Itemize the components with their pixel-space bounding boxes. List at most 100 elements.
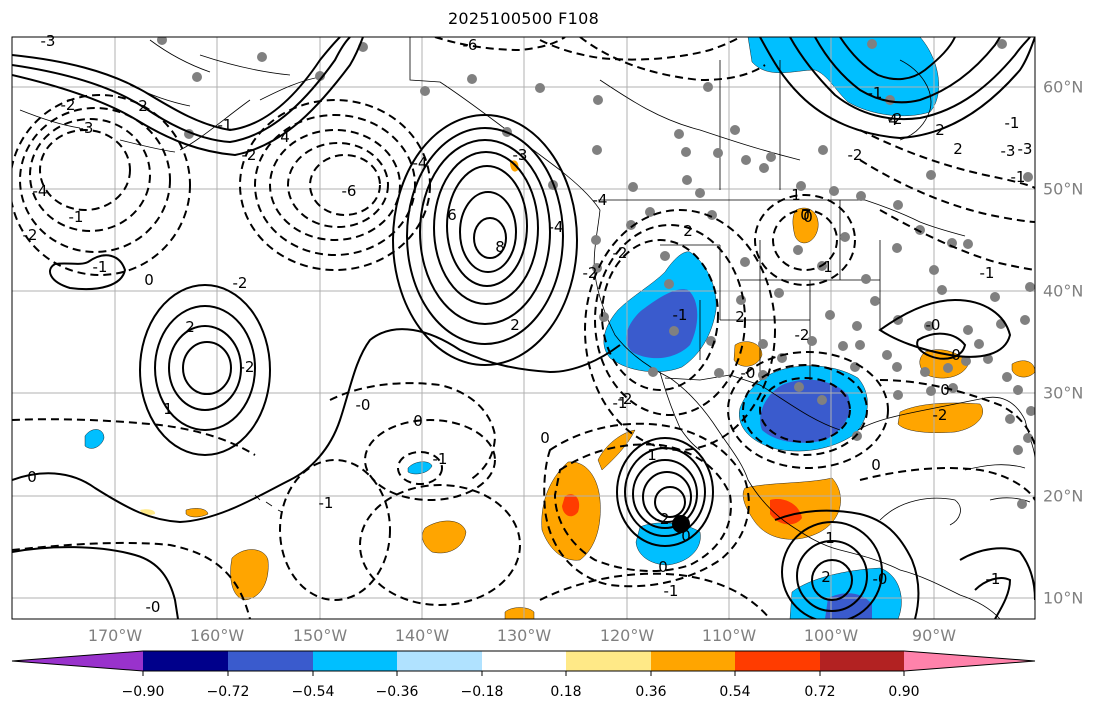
positive-contours xyxy=(12,37,1035,619)
contour-line xyxy=(254,114,416,256)
station-dot xyxy=(855,340,865,350)
contour-line xyxy=(397,451,443,485)
colorbar-extend-left xyxy=(12,651,143,671)
contour-line xyxy=(446,165,528,287)
station-dot xyxy=(870,296,880,306)
colorbar-extend-right xyxy=(904,651,1035,671)
contour-line xyxy=(754,194,856,286)
station-dot xyxy=(157,37,167,45)
contour-line xyxy=(974,577,1012,619)
station-dot xyxy=(257,52,267,62)
contour-label: 1 xyxy=(825,529,835,547)
aleutian-islands xyxy=(19,75,326,153)
station-dot xyxy=(1026,406,1035,416)
map-title: 2025100500 F108 xyxy=(447,9,600,28)
station-dot xyxy=(850,362,860,372)
colorbar-label: 0.54 xyxy=(719,684,751,700)
station-dot xyxy=(592,145,602,155)
contour-line xyxy=(632,459,698,529)
station-dot xyxy=(1023,172,1033,182)
contour-line xyxy=(279,459,391,601)
contour-label: -3 xyxy=(41,32,56,50)
state-lines xyxy=(660,200,881,380)
station-dot xyxy=(1023,433,1033,443)
contour-line xyxy=(359,484,521,606)
contour-label: -0 xyxy=(926,316,941,334)
contour-label: 4 xyxy=(280,128,290,146)
contour-line xyxy=(539,37,741,61)
contour-line xyxy=(12,94,191,276)
orange-spot-6 xyxy=(733,341,763,367)
station-dot xyxy=(695,188,705,198)
contour-label: -4 xyxy=(33,182,48,200)
lat-label: 10°N xyxy=(1043,588,1084,608)
contour-label: -2 xyxy=(618,390,633,408)
station-dot xyxy=(840,232,850,242)
station-dot xyxy=(929,265,939,275)
contour-label: 0 xyxy=(803,208,813,226)
contour-line xyxy=(594,224,746,416)
station-dot xyxy=(892,362,902,372)
lat-label: 40°N xyxy=(1043,281,1084,301)
station-dot xyxy=(948,383,958,393)
station-dot xyxy=(983,354,993,364)
contour-line xyxy=(878,298,1012,358)
contour-label: 8 xyxy=(495,238,505,256)
station-dot xyxy=(997,39,1007,49)
station-dot xyxy=(825,310,835,320)
contour-line xyxy=(759,37,1035,140)
station-dot xyxy=(713,148,723,158)
station-dot xyxy=(852,321,862,331)
contour-line xyxy=(859,467,1035,501)
contour-label: -1 xyxy=(319,494,334,512)
station-dot xyxy=(682,175,692,185)
colorbar-segment xyxy=(482,651,566,671)
station-dot xyxy=(626,220,636,230)
station-dot xyxy=(467,74,477,84)
station-dot xyxy=(852,431,862,441)
station-dot xyxy=(1025,282,1035,292)
contour-line xyxy=(742,364,868,456)
contour-line xyxy=(12,546,179,619)
contour-label: -1 xyxy=(980,264,995,282)
negative-contours xyxy=(12,37,1035,619)
colorbar-segment xyxy=(820,651,904,671)
contour-label: -1 xyxy=(69,208,84,226)
contour-value-labels: -6 -3 -2 -2 -4 -3 2 -1 -2 4 -6 0 -1 -2 6… xyxy=(23,32,1033,616)
colorbar xyxy=(11,650,1036,676)
contour-label: -6 xyxy=(463,36,478,54)
station-dot xyxy=(766,152,776,162)
station-dot xyxy=(758,339,768,349)
lon-label: 150°W xyxy=(292,626,348,645)
contour-label: -4 xyxy=(413,154,428,172)
contour-label: -2 xyxy=(61,96,76,114)
station-dot xyxy=(794,382,804,392)
contour-label: -2 xyxy=(933,406,948,424)
contour-line xyxy=(182,341,232,395)
contour-label: 1 xyxy=(647,446,657,464)
station-dot xyxy=(937,285,947,295)
station-dot xyxy=(926,386,936,396)
contour-label: 1 xyxy=(823,258,833,276)
colorbar-segment xyxy=(735,651,820,671)
contour-label: 6 xyxy=(447,206,457,224)
contour-label: 2 xyxy=(683,222,693,240)
colorbar-label: −0.18 xyxy=(460,684,504,700)
colorbar-label: 0.18 xyxy=(550,684,582,700)
station-dot xyxy=(1017,499,1027,509)
contour-line xyxy=(12,37,364,157)
station-dot xyxy=(926,170,936,180)
us-canada-border xyxy=(598,199,966,237)
colorbar-segment xyxy=(397,651,482,671)
contour-label: -2 xyxy=(583,264,598,282)
contour-line xyxy=(789,37,1031,121)
contour-line xyxy=(579,37,766,82)
contour-label: 0 xyxy=(681,527,691,545)
station-dot xyxy=(1005,414,1015,424)
station-dot xyxy=(990,292,1000,302)
contour-line xyxy=(309,154,381,216)
contour-label: -2 xyxy=(848,146,863,164)
contour-line xyxy=(12,418,256,456)
contour-label: -1 xyxy=(218,116,233,134)
